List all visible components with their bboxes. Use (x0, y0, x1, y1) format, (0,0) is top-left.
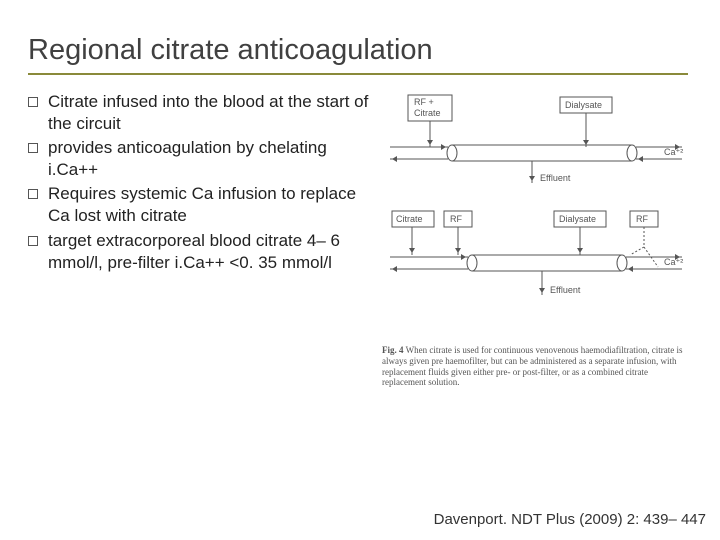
label-dialysate: Dialysate (565, 100, 602, 110)
bullet-item: Citrate infused into the blood at the st… (28, 91, 378, 135)
label-ca2b: Ca⁺² (664, 257, 683, 267)
bullet-list: Citrate infused into the blood at the st… (28, 91, 378, 388)
label-rf-citrate-a: RF + (414, 97, 434, 107)
label-rf-pre: RF (450, 214, 462, 224)
figure-caption-bold: Fig. 4 (382, 345, 404, 355)
label-rf-citrate-b: Citrate (414, 108, 441, 118)
figure-caption-text: When citrate is used for continuous veno… (382, 345, 683, 387)
title-underline (28, 73, 688, 75)
label-effluent-2: Effluent (550, 285, 581, 295)
bullet-text: Citrate infused into the blood at the st… (48, 91, 378, 135)
bullet-text: Requires systemic Ca infusion to replace… (48, 183, 378, 227)
figure-diagram: RF + Citrate Dialysate (382, 91, 692, 388)
label-citrate2: Citrate (396, 214, 423, 224)
label-effluent-1: Effluent (540, 173, 571, 183)
figure-caption: Fig. 4 When citrate is used for continuo… (382, 345, 692, 388)
bullet-marker (28, 189, 38, 199)
bullet-text: target extracorporeal blood citrate 4– 6… (48, 230, 378, 274)
label-dialysate2: Dialysate (559, 214, 596, 224)
bullet-marker (28, 236, 38, 246)
bullet-item: provides anticoagulation by chelating i.… (28, 137, 378, 181)
bullet-item: Requires systemic Ca infusion to replace… (28, 183, 378, 227)
bullet-text: provides anticoagulation by chelating i.… (48, 137, 378, 181)
bullet-marker (28, 143, 38, 153)
citation-text: Davenport. NDT Plus (2009) 2: 439– 447 (434, 511, 706, 528)
label-ca2: Ca⁺² (664, 147, 683, 157)
content-row: Citrate infused into the blood at the st… (28, 91, 692, 388)
slide-title: Regional citrate anticoagulation (28, 34, 692, 67)
bullet-item: target extracorporeal blood citrate 4– 6… (28, 230, 378, 274)
bullet-marker (28, 97, 38, 107)
label-rf-post: RF (636, 214, 648, 224)
